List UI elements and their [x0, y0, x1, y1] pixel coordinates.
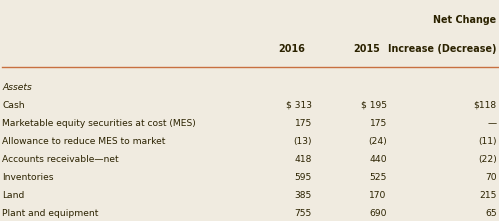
Text: 170: 170 — [369, 191, 387, 200]
Text: $118: $118 — [474, 101, 497, 110]
Text: 418: 418 — [294, 155, 312, 164]
Text: 215: 215 — [479, 191, 497, 200]
Text: 525: 525 — [369, 173, 387, 182]
Text: 690: 690 — [369, 209, 387, 218]
Text: Plant and equipment: Plant and equipment — [2, 209, 99, 218]
Text: $ 313: $ 313 — [286, 101, 312, 110]
Text: (22): (22) — [478, 155, 497, 164]
Text: Net Change: Net Change — [433, 15, 497, 25]
Text: —: — — [488, 119, 497, 128]
Text: 2015: 2015 — [353, 44, 380, 54]
Text: 440: 440 — [369, 155, 387, 164]
Text: Marketable equity securities at cost (MES): Marketable equity securities at cost (ME… — [2, 119, 196, 128]
Text: 65: 65 — [485, 209, 497, 218]
Text: Accounts receivable—net: Accounts receivable—net — [2, 155, 119, 164]
Text: Assets: Assets — [2, 83, 32, 92]
Text: Inventories: Inventories — [2, 173, 54, 182]
Text: 595: 595 — [294, 173, 312, 182]
Text: Land: Land — [2, 191, 25, 200]
Text: Cash: Cash — [2, 101, 25, 110]
Text: (11): (11) — [478, 137, 497, 146]
Text: 175: 175 — [294, 119, 312, 128]
Text: Allowance to reduce MES to market: Allowance to reduce MES to market — [2, 137, 166, 146]
Text: 2016: 2016 — [278, 44, 305, 54]
Text: $ 195: $ 195 — [361, 101, 387, 110]
Text: (24): (24) — [368, 137, 387, 146]
Text: 385: 385 — [294, 191, 312, 200]
Text: Increase (Decrease): Increase (Decrease) — [388, 44, 497, 54]
Text: (13): (13) — [293, 137, 312, 146]
Text: 70: 70 — [485, 173, 497, 182]
Text: 175: 175 — [369, 119, 387, 128]
Text: 755: 755 — [294, 209, 312, 218]
